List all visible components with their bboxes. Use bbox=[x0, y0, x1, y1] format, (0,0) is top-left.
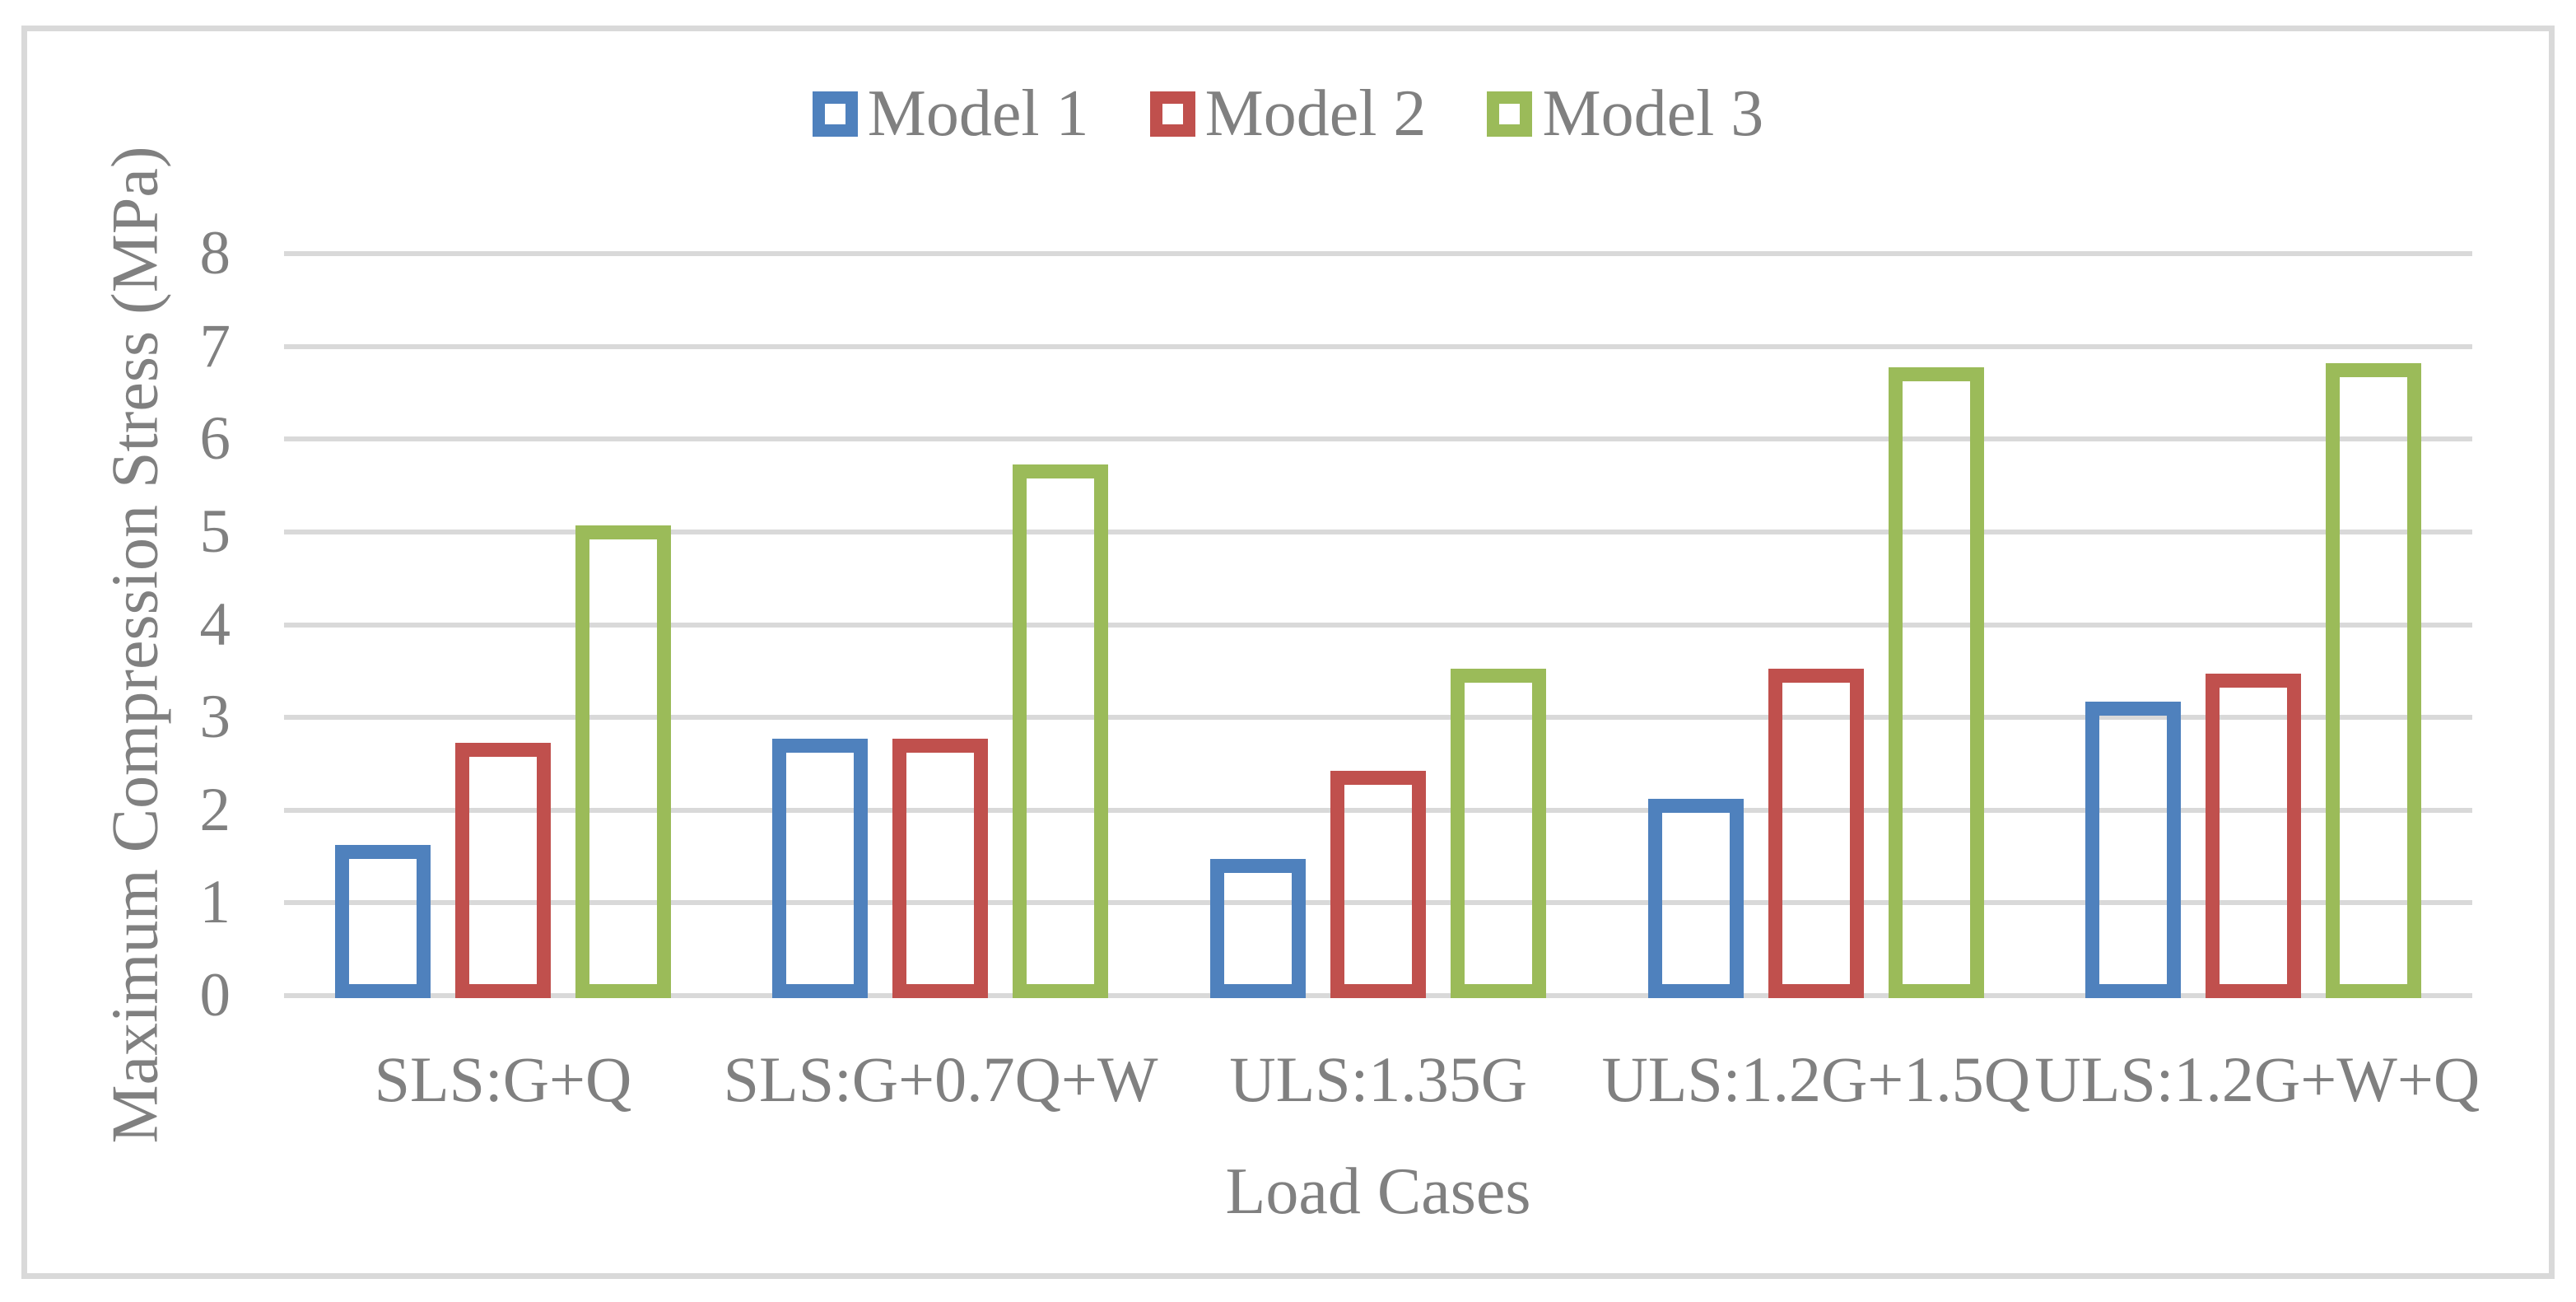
gridline-y6 bbox=[284, 436, 2472, 442]
legend-label: Model 1 bbox=[867, 77, 1089, 150]
gridline-y8 bbox=[284, 251, 2472, 256]
bar-model-2-cat3 bbox=[1768, 669, 1864, 998]
legend-marker-icon bbox=[1149, 91, 1195, 137]
y-tick-2: 2 bbox=[199, 775, 231, 844]
bar-model-2-cat2 bbox=[1330, 771, 1426, 998]
plot-area bbox=[284, 251, 2472, 998]
bar-model-1-cat3 bbox=[1648, 799, 1744, 998]
legend-item-model-1: Model 1 bbox=[812, 77, 1089, 150]
bar-model-2-cat4 bbox=[2206, 674, 2301, 998]
gridline-y3 bbox=[284, 715, 2472, 721]
x-category-label-0: SLS:G+Q bbox=[374, 1043, 632, 1115]
chart-legend: Model 1 Model 2 Model 3 bbox=[0, 81, 2576, 147]
bar-model-2-cat1 bbox=[892, 739, 988, 998]
bar-model-3-cat4 bbox=[2326, 363, 2421, 998]
y-tick-6: 6 bbox=[199, 404, 231, 474]
gridline-y5 bbox=[284, 529, 2472, 534]
bar-model-3-cat3 bbox=[1889, 367, 1984, 998]
bar-model-1-cat0 bbox=[335, 845, 431, 998]
y-tick-8: 8 bbox=[199, 219, 231, 287]
y-tick-7: 7 bbox=[199, 311, 231, 380]
y-tick-1: 1 bbox=[199, 868, 231, 937]
bar-model-1-cat2 bbox=[1210, 859, 1306, 998]
gridline-y1 bbox=[284, 900, 2472, 906]
bar-model-3-cat1 bbox=[1013, 464, 1108, 998]
y-tick-5: 5 bbox=[199, 497, 231, 566]
y-axis-title: Maximum Compression Stress (MPa) bbox=[99, 146, 172, 1144]
y-tick-4: 4 bbox=[199, 590, 231, 659]
legend-label: Model 2 bbox=[1204, 77, 1427, 150]
bar-model-3-cat0 bbox=[575, 525, 671, 998]
legend-item-model-3: Model 3 bbox=[1487, 81, 1763, 147]
x-category-label-2: ULS:1.35G bbox=[1229, 1043, 1528, 1115]
gridline-y7 bbox=[284, 343, 2472, 349]
chart-border-frame bbox=[21, 26, 2555, 1279]
gridline-y2 bbox=[284, 807, 2472, 813]
x-category-label-4: ULS:1.2G+W+Q bbox=[2034, 1043, 2481, 1115]
x-category-label-3: ULS:1.2G+1.5Q bbox=[1601, 1043, 2031, 1115]
bar-model-1-cat1 bbox=[772, 739, 868, 998]
bar-model-1-cat4 bbox=[2085, 702, 2181, 998]
legend-label: Model 3 bbox=[1542, 77, 1764, 150]
legend-marker-icon bbox=[812, 91, 858, 137]
y-tick-3: 3 bbox=[199, 683, 231, 752]
bar-model-3-cat2 bbox=[1451, 669, 1546, 998]
x-category-label-1: SLS:G+0.7Q+W bbox=[723, 1043, 1158, 1115]
x-axis-title: Load Cases bbox=[1225, 1155, 1531, 1228]
legend-item-model-2: Model 2 bbox=[1149, 77, 1427, 150]
gridline-y4 bbox=[284, 622, 2472, 628]
bar-model-2-cat0 bbox=[455, 743, 551, 998]
y-tick-0: 0 bbox=[199, 961, 231, 1029]
legend-marker-icon bbox=[1487, 91, 1533, 137]
